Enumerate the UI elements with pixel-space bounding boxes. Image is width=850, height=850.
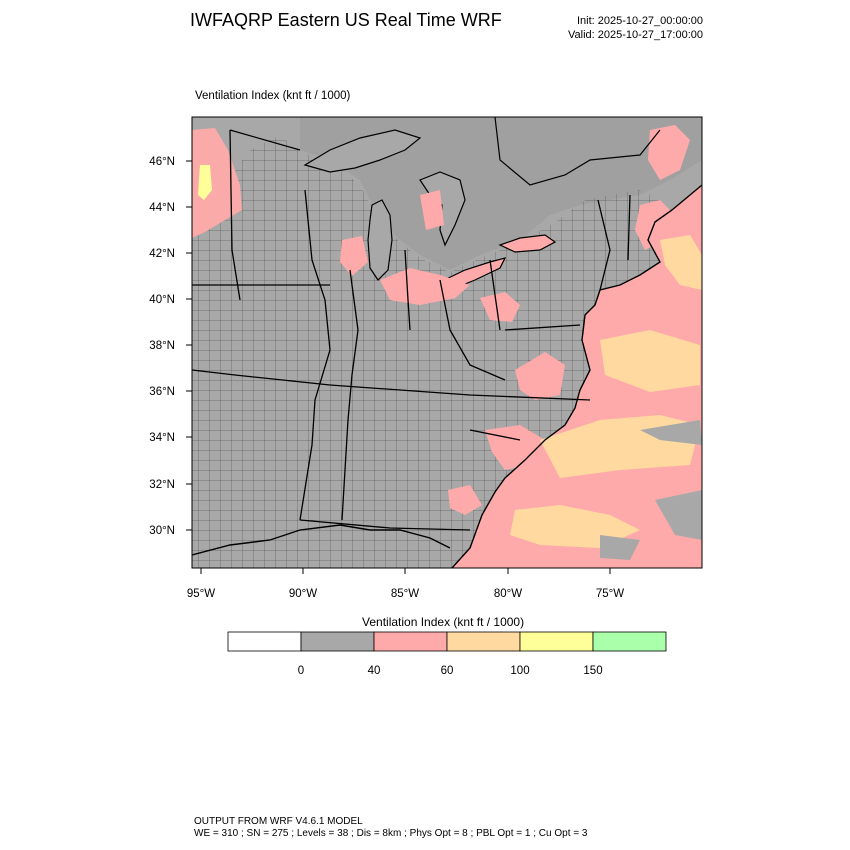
plot-title: IWFAQRP Eastern US Real Time WRF (190, 10, 502, 30)
lon-tick-label: 75°W (596, 588, 624, 600)
valid-time: Valid: 2025-10-27_17:00:00 (568, 29, 703, 41)
map-frame (191, 116, 703, 569)
lat-tick-label: 46°N (149, 156, 175, 168)
lat-tick-label: 40°N (149, 294, 175, 306)
lake-ontario (498, 234, 557, 253)
colorbar-label: 0 (298, 665, 304, 677)
canada-region (300, 117, 702, 270)
vent-patch-michigan (420, 190, 444, 230)
vent-patch-ohio (380, 268, 470, 305)
lon-tick-label: 85°W (391, 588, 419, 600)
vent-ocean-gray-1 (640, 420, 702, 445)
vent-ocean-gray-2 (655, 490, 702, 540)
colorbar-swatch (300, 631, 375, 652)
lat-tick-label: 42°N (149, 248, 175, 260)
vent-patch-virginia (515, 352, 565, 400)
vent-patch-maine (648, 125, 690, 180)
lon-tick-label: 95°W (187, 588, 215, 600)
vent-ocean-gray-3 (600, 535, 640, 560)
lake-superior (303, 129, 422, 173)
vent-patch-pennsylvania (480, 292, 520, 322)
vent-patch-yellow-nw (198, 165, 212, 200)
model-info-line1: OUTPUT FROM WRF V4.6.1 MODEL (194, 816, 363, 827)
colorbar-swatch (227, 631, 302, 652)
lat-tick-label: 30°N (149, 525, 175, 537)
model-info-line2: WE = 310 ; SN = 275 ; Levels = 38 ; Dis … (194, 828, 588, 839)
colorbar-label: 100 (510, 665, 529, 677)
map-panel (192, 117, 702, 568)
colorbar-title: Ventilation Index (knt ft / 1000) (362, 615, 525, 629)
lon-tick-label: 90°W (289, 588, 317, 600)
lat-tick-label: 44°N (149, 202, 175, 214)
canada-border (229, 117, 661, 186)
lon-tick-label: 80°W (494, 588, 522, 600)
lon-axis: 95°W 90°W 85°W 80°W 75°W (187, 568, 624, 600)
vent-ocean-orange-1 (600, 330, 700, 392)
colorbar-swatch (519, 631, 594, 652)
init-valid-times: Init: 2025-10-27_00:00:00 Valid: 2025-10… (560, 14, 703, 42)
vent-patch-new-england (635, 200, 675, 250)
coastline (451, 184, 702, 568)
model-info: OUTPUT FROM WRF V4.6.1 MODEL WE = 310 ; … (194, 816, 587, 840)
field-title: Ventilation Index (knt ft / 1000) (195, 90, 351, 102)
lat-axis: 46°N 44°N 42°N 40°N 38°N 36°N 34°N 32°N 30°N (149, 156, 192, 537)
vent-patch-wisconsin (340, 236, 368, 276)
colorbar-swatch (446, 631, 521, 652)
state-boundaries (192, 129, 631, 531)
gulf-coastline (192, 524, 451, 556)
lat-tick-label: 38°N (149, 340, 175, 352)
colorbar-swatch (373, 631, 448, 652)
colorbar-label: 40 (368, 665, 381, 677)
lake-michigan (367, 199, 393, 281)
lat-tick-label: 32°N (149, 479, 175, 491)
vent-patch-upper-midwest (192, 128, 242, 238)
lat-tick-label: 36°N (149, 386, 175, 398)
init-time: Init: 2025-10-27_00:00:00 (577, 15, 703, 27)
colorbar-swatch (592, 631, 667, 652)
colorbar-label: 150 (583, 665, 602, 677)
colorbar: 0 40 60 100 150 (227, 631, 667, 677)
colorbar-label: 60 (441, 665, 454, 677)
lat-tick-label: 34°N (149, 432, 175, 444)
vent-patch-georgia (448, 485, 482, 515)
vent-ocean-orange-4 (660, 235, 702, 290)
